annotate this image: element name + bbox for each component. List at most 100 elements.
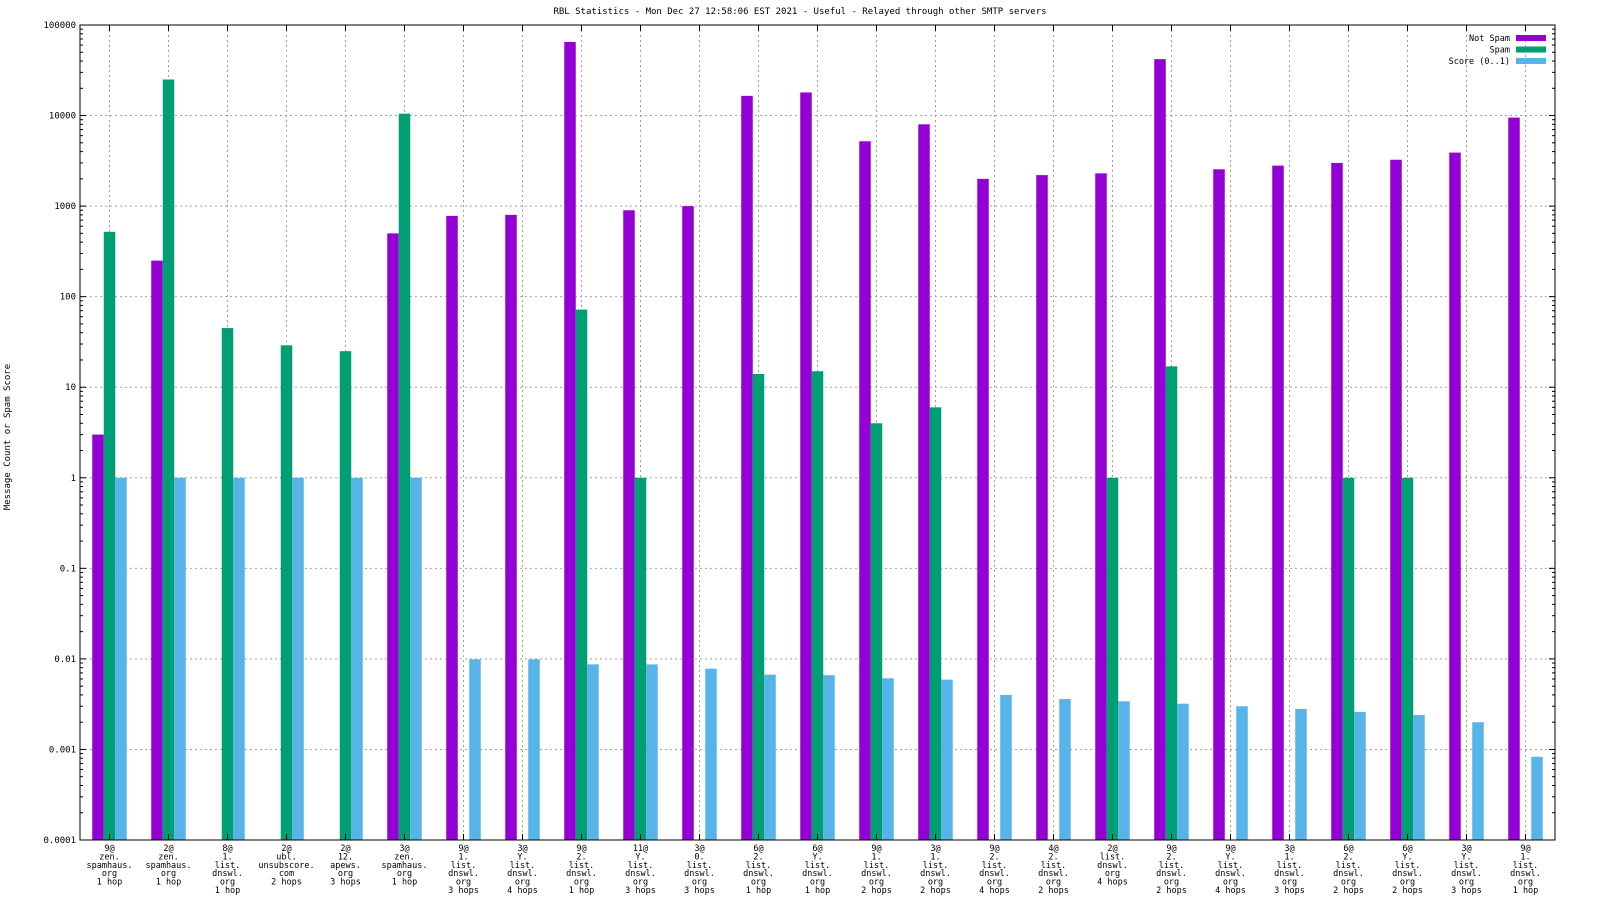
x-tick-label: 9@ — [104, 844, 114, 854]
x-tick-label: 9@ — [871, 844, 881, 854]
bar-score-0-1 — [410, 477, 422, 840]
x-tick-label: Y. — [1402, 852, 1412, 862]
legend-swatch — [1516, 35, 1546, 41]
x-tick-label: list. — [628, 861, 654, 871]
bar-not-spam — [1095, 173, 1107, 841]
x-tick-label: org — [220, 878, 235, 888]
x-tick-label: 3@ — [930, 844, 940, 854]
x-tick-label: com — [279, 869, 294, 879]
x-tick-label: 1. — [930, 852, 940, 862]
x-tick-label: 0. — [694, 852, 704, 862]
bar-spam — [1342, 477, 1355, 840]
bars — [92, 41, 1543, 841]
x-tick-label: dnswl. — [212, 869, 243, 879]
bar-spam — [1165, 366, 1178, 840]
x-tick-label: org — [1105, 869, 1120, 879]
x-tick-label: org — [692, 878, 707, 888]
x-tick-label: 3@ — [1461, 844, 1471, 854]
y-tick-label: 0.001 — [49, 745, 76, 755]
x-tick-label: 1. — [1284, 852, 1294, 862]
x-tick-label: 3@ — [517, 844, 527, 854]
bar-score-0-1 — [1531, 756, 1543, 840]
bar-spam — [398, 113, 411, 841]
x-tick-label: org — [1341, 878, 1356, 888]
bar-score-0-1 — [1177, 703, 1189, 840]
bar-not-spam — [1036, 175, 1048, 840]
x-tick-label: 2 hops — [1392, 886, 1423, 896]
x-tick-label: 2@ — [340, 844, 350, 854]
x-tick-label: 3 hops — [1274, 886, 1305, 896]
x-tick-label: 4 hops — [507, 886, 538, 896]
x-tick-label: dnswl. — [1215, 869, 1246, 879]
bar-not-spam — [741, 95, 753, 840]
bar-score-0-1 — [1354, 711, 1366, 840]
x-tick-label: org — [574, 878, 589, 888]
y-tick-label: 0.01 — [54, 655, 76, 665]
x-tick-label: org — [1518, 878, 1533, 888]
x-tick-label: org — [1459, 878, 1474, 888]
x-tick-label: 9@ — [1520, 844, 1530, 854]
bar-not-spam — [682, 206, 694, 841]
bar-score-0-1 — [1059, 699, 1071, 840]
x-tick-label: org — [338, 869, 353, 879]
x-tick-label: list. — [923, 861, 949, 871]
y-axis-ticks: 100000 10000 1000 100 10 1 0.1 0.01 0.001 0.0001 — [43, 21, 1555, 846]
y-tick-label: 100000 — [43, 21, 76, 31]
x-tick-label: spamhaus. — [86, 861, 132, 871]
y-tick-label: 10 — [65, 383, 76, 393]
x-tick-label: Y. — [635, 852, 645, 862]
x-tick-label: list. — [1041, 861, 1067, 871]
x-tick-label: apews. — [330, 861, 361, 871]
x-tick-label: dnswl. — [1156, 869, 1187, 879]
y-axis-label: Message Count or Spam Score — [3, 364, 13, 510]
bar-not-spam — [918, 124, 930, 840]
bar-spam — [811, 371, 824, 840]
bar-not-spam — [1390, 159, 1402, 841]
x-tick-label: 1 hop — [805, 886, 831, 896]
x-tick-label: spamhaus. — [145, 861, 191, 871]
x-tick-label: org — [1282, 878, 1297, 888]
x-tick-label: 1 hop — [392, 878, 418, 888]
bar-score-0-1 — [1236, 706, 1248, 840]
x-tick-label: dnswl. — [920, 869, 951, 879]
x-tick-label: org — [1400, 878, 1415, 888]
x-tick-label: list. — [1159, 861, 1185, 871]
x-tick-label: 6@ — [1343, 844, 1353, 854]
legend-swatch — [1516, 46, 1546, 53]
x-tick-label: org — [1046, 878, 1061, 888]
x-tick-label: org — [1164, 878, 1179, 888]
bar-score-0-1 — [823, 675, 835, 840]
bar-spam — [221, 328, 234, 840]
x-tick-label: 4 hops — [1097, 878, 1128, 888]
bar-score-0-1 — [528, 659, 540, 840]
bar-not-spam — [800, 92, 812, 840]
bar-spam — [870, 423, 883, 840]
x-tick-label: org — [633, 878, 648, 888]
x-tick-label: zen. — [99, 852, 119, 862]
x-tick-label: 1 hop — [746, 886, 772, 896]
x-tick-label: dnswl. — [1333, 869, 1364, 879]
x-tick-label: 2 hops — [861, 886, 892, 896]
x-tick-label: dnswl. — [1451, 869, 1482, 879]
x-tick-label: org — [515, 878, 530, 888]
x-tick-label: dnswl. — [1038, 869, 1069, 879]
y-tick-label: 0.0001 — [43, 836, 76, 846]
x-tick-label: 3 hops — [330, 878, 361, 888]
x-tick-label: org — [397, 869, 412, 879]
y-tick-label: 0.1 — [60, 564, 76, 574]
x-tick-label: 4 hops — [979, 886, 1010, 896]
bar-not-spam — [1272, 165, 1284, 840]
x-tick-label: dnswl. — [507, 869, 538, 879]
x-tick-label: list. — [1336, 861, 1362, 871]
x-tick-label: org — [751, 878, 766, 888]
x-tick-label: 2. — [989, 852, 999, 862]
y-tick-label: 1000 — [54, 202, 76, 212]
bar-score-0-1 — [941, 679, 953, 840]
x-tick-label: 3 hops — [1451, 886, 1482, 896]
x-tick-label: list. — [215, 861, 241, 871]
bar-not-spam — [505, 214, 517, 841]
bar-not-spam — [1508, 117, 1520, 840]
x-tick-label: 9@ — [989, 844, 999, 854]
